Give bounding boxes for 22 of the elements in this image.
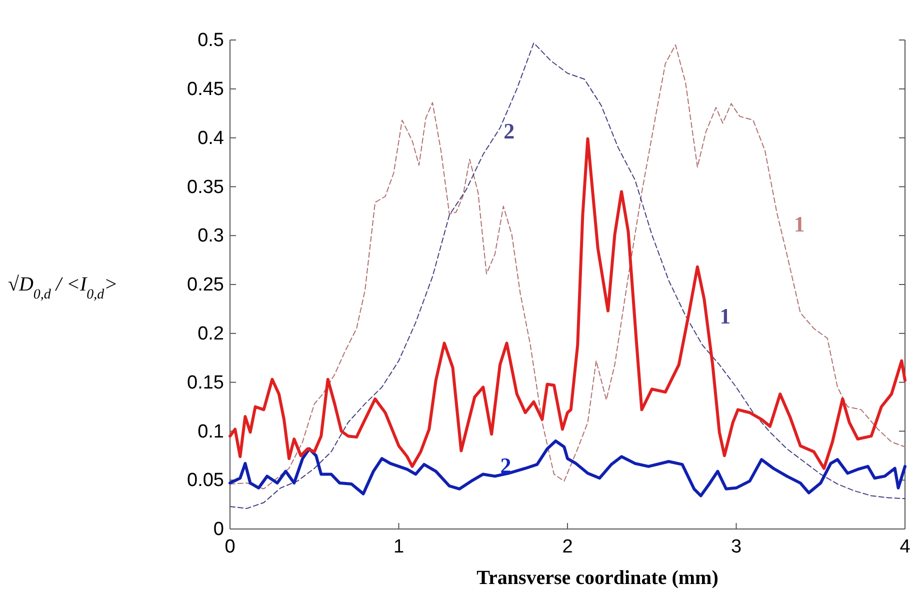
y-tick-label: 0.25	[187, 274, 224, 296]
y-tick-label: 0.35	[187, 176, 224, 198]
y-tick-label: 0	[213, 519, 224, 540]
y-tick-label: 0.4	[198, 128, 224, 149]
line-series	[228, 439, 906, 498]
annotation: 2	[500, 452, 512, 478]
annotation: 1	[720, 303, 731, 328]
annotation: 1	[794, 211, 805, 236]
x-tick-label: 3	[730, 536, 742, 558]
x-tick-label: 1	[393, 536, 404, 558]
annotation: 2	[504, 118, 515, 144]
y-tick-label: 0.3	[198, 226, 224, 247]
y-tick-label: 0.15	[187, 372, 224, 394]
y-tick-label: 0.05	[187, 470, 224, 492]
y-tick-label: 0.5	[198, 30, 224, 52]
x-axis-title: Transverse coordinate (mm)	[476, 567, 718, 589]
y-tick-label: 0.1	[198, 421, 224, 442]
y-tick-label: 0.45	[187, 78, 224, 100]
y-tick-label: 0.2	[198, 323, 224, 344]
x-tick-label: 4	[900, 536, 911, 558]
y-axis-title: √D$_{0,d}$ / <I$_{0,d}$>	[8, 274, 118, 302]
x-tick-label: 2	[562, 536, 573, 558]
